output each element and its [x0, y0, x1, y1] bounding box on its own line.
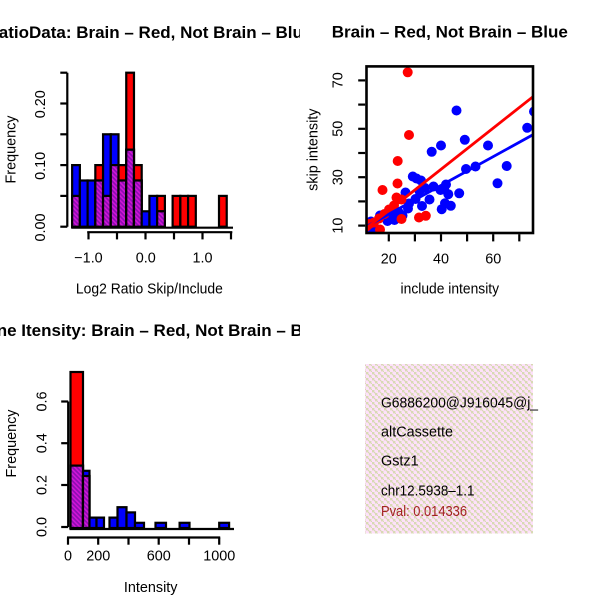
- svg-text:0.6: 0.6: [35, 391, 51, 411]
- svg-text:20: 20: [381, 252, 397, 268]
- svg-text:0.10: 0.10: [33, 152, 49, 180]
- svg-text:0.20: 0.20: [33, 90, 49, 118]
- svg-text:60: 60: [485, 252, 501, 268]
- svg-text:Brain – Red, Not Brain – Blue: Brain – Red, Not Brain – Blue: [332, 23, 568, 42]
- svg-text:1.0: 1.0: [192, 250, 212, 266]
- svg-text:0.0: 0.0: [136, 250, 156, 266]
- svg-text:Log2 Ratio Skip/Include: Log2 Ratio Skip/Include: [76, 281, 223, 297]
- svg-text:0: 0: [64, 549, 72, 565]
- svg-text:Gene Itensity: Brain – Red, No: Gene Itensity: Brain – Red, Not Brain – …: [0, 321, 327, 340]
- svg-text:chr12.5938–1.1: chr12.5938–1.1: [381, 483, 475, 499]
- svg-text:0.4: 0.4: [35, 433, 51, 453]
- svg-text:include intensity: include intensity: [401, 282, 500, 298]
- svg-text:altCassette: altCassette: [381, 425, 453, 441]
- svg-text:200: 200: [86, 549, 110, 565]
- svg-text:0.2: 0.2: [35, 475, 51, 495]
- svg-text:1000: 1000: [203, 549, 235, 565]
- svg-text:Gstz1: Gstz1: [381, 454, 419, 470]
- svg-text:Pval: 0.014336: Pval: 0.014336: [381, 504, 467, 520]
- svg-text:70: 70: [331, 72, 347, 88]
- svg-text:600: 600: [147, 549, 171, 565]
- svg-text:40: 40: [433, 252, 449, 268]
- svg-text:RatioData: Brain – Red, Not Br: RatioData: Brain – Red, Not Brain – Blue: [0, 23, 312, 42]
- svg-text:skip intensity: skip intensity: [306, 108, 322, 191]
- svg-text:0.0: 0.0: [35, 517, 51, 537]
- svg-text:Frequency: Frequency: [4, 409, 20, 478]
- svg-text:Frequency: Frequency: [4, 115, 20, 184]
- svg-text:−1.0: −1.0: [74, 250, 102, 266]
- svg-text:10: 10: [331, 218, 347, 234]
- svg-text:50: 50: [331, 121, 347, 137]
- svg-text:0.00: 0.00: [33, 213, 49, 241]
- svg-text:30: 30: [331, 169, 347, 185]
- svg-text:Intensity: Intensity: [124, 580, 178, 596]
- svg-text:G6886200@J916045@j_: G6886200@J916045@j_: [381, 396, 539, 412]
